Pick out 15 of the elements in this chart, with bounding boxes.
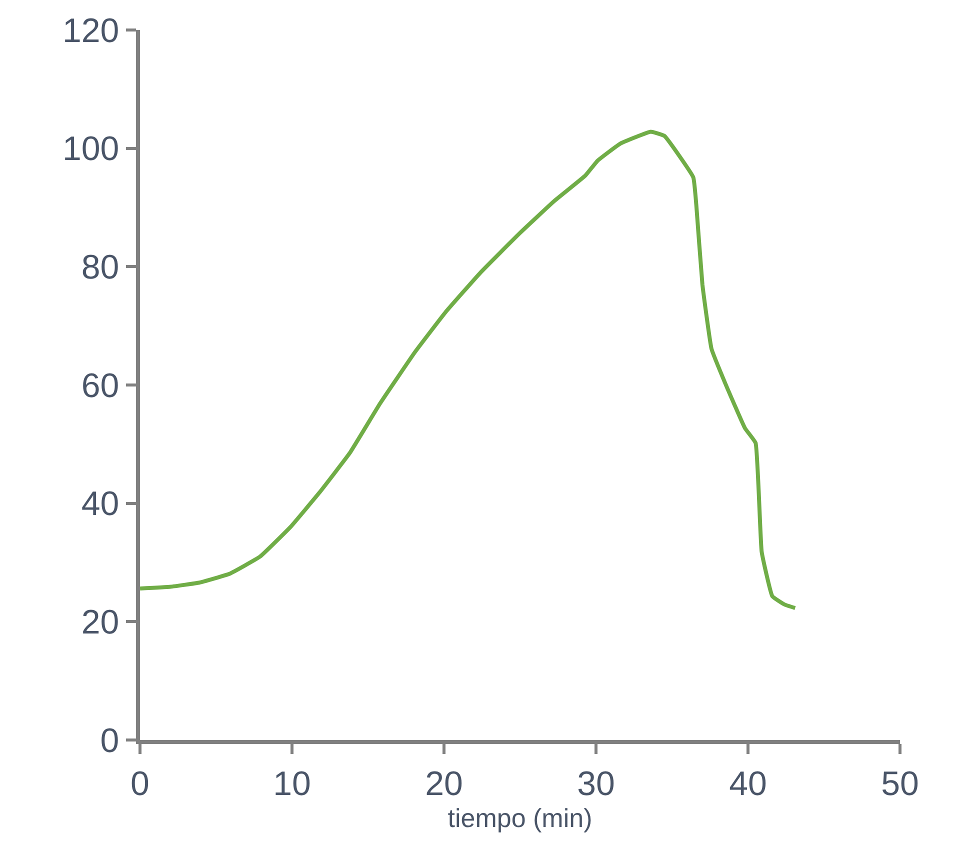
x-tick-label: 10 bbox=[273, 764, 311, 803]
y-tick-label: 80 bbox=[81, 248, 120, 287]
x-tick-label: 20 bbox=[425, 764, 463, 803]
x-tick-label: 40 bbox=[729, 764, 767, 803]
x-tick-label: 30 bbox=[577, 764, 615, 803]
y-tick-label: 120 bbox=[62, 12, 120, 50]
x-tick-label: 0 bbox=[130, 764, 150, 803]
x-axis-title: tiempo (min) bbox=[448, 802, 592, 833]
line-series bbox=[140, 130, 798, 610]
y-tick-label: 100 bbox=[62, 130, 120, 168]
y-tick-label: 0 bbox=[100, 722, 120, 760]
x-tick-label: 50 bbox=[881, 764, 919, 803]
y-tick-label: 40 bbox=[81, 485, 120, 524]
y-tick-label: 20 bbox=[81, 604, 120, 642]
y-tick-label: 60 bbox=[81, 366, 120, 405]
